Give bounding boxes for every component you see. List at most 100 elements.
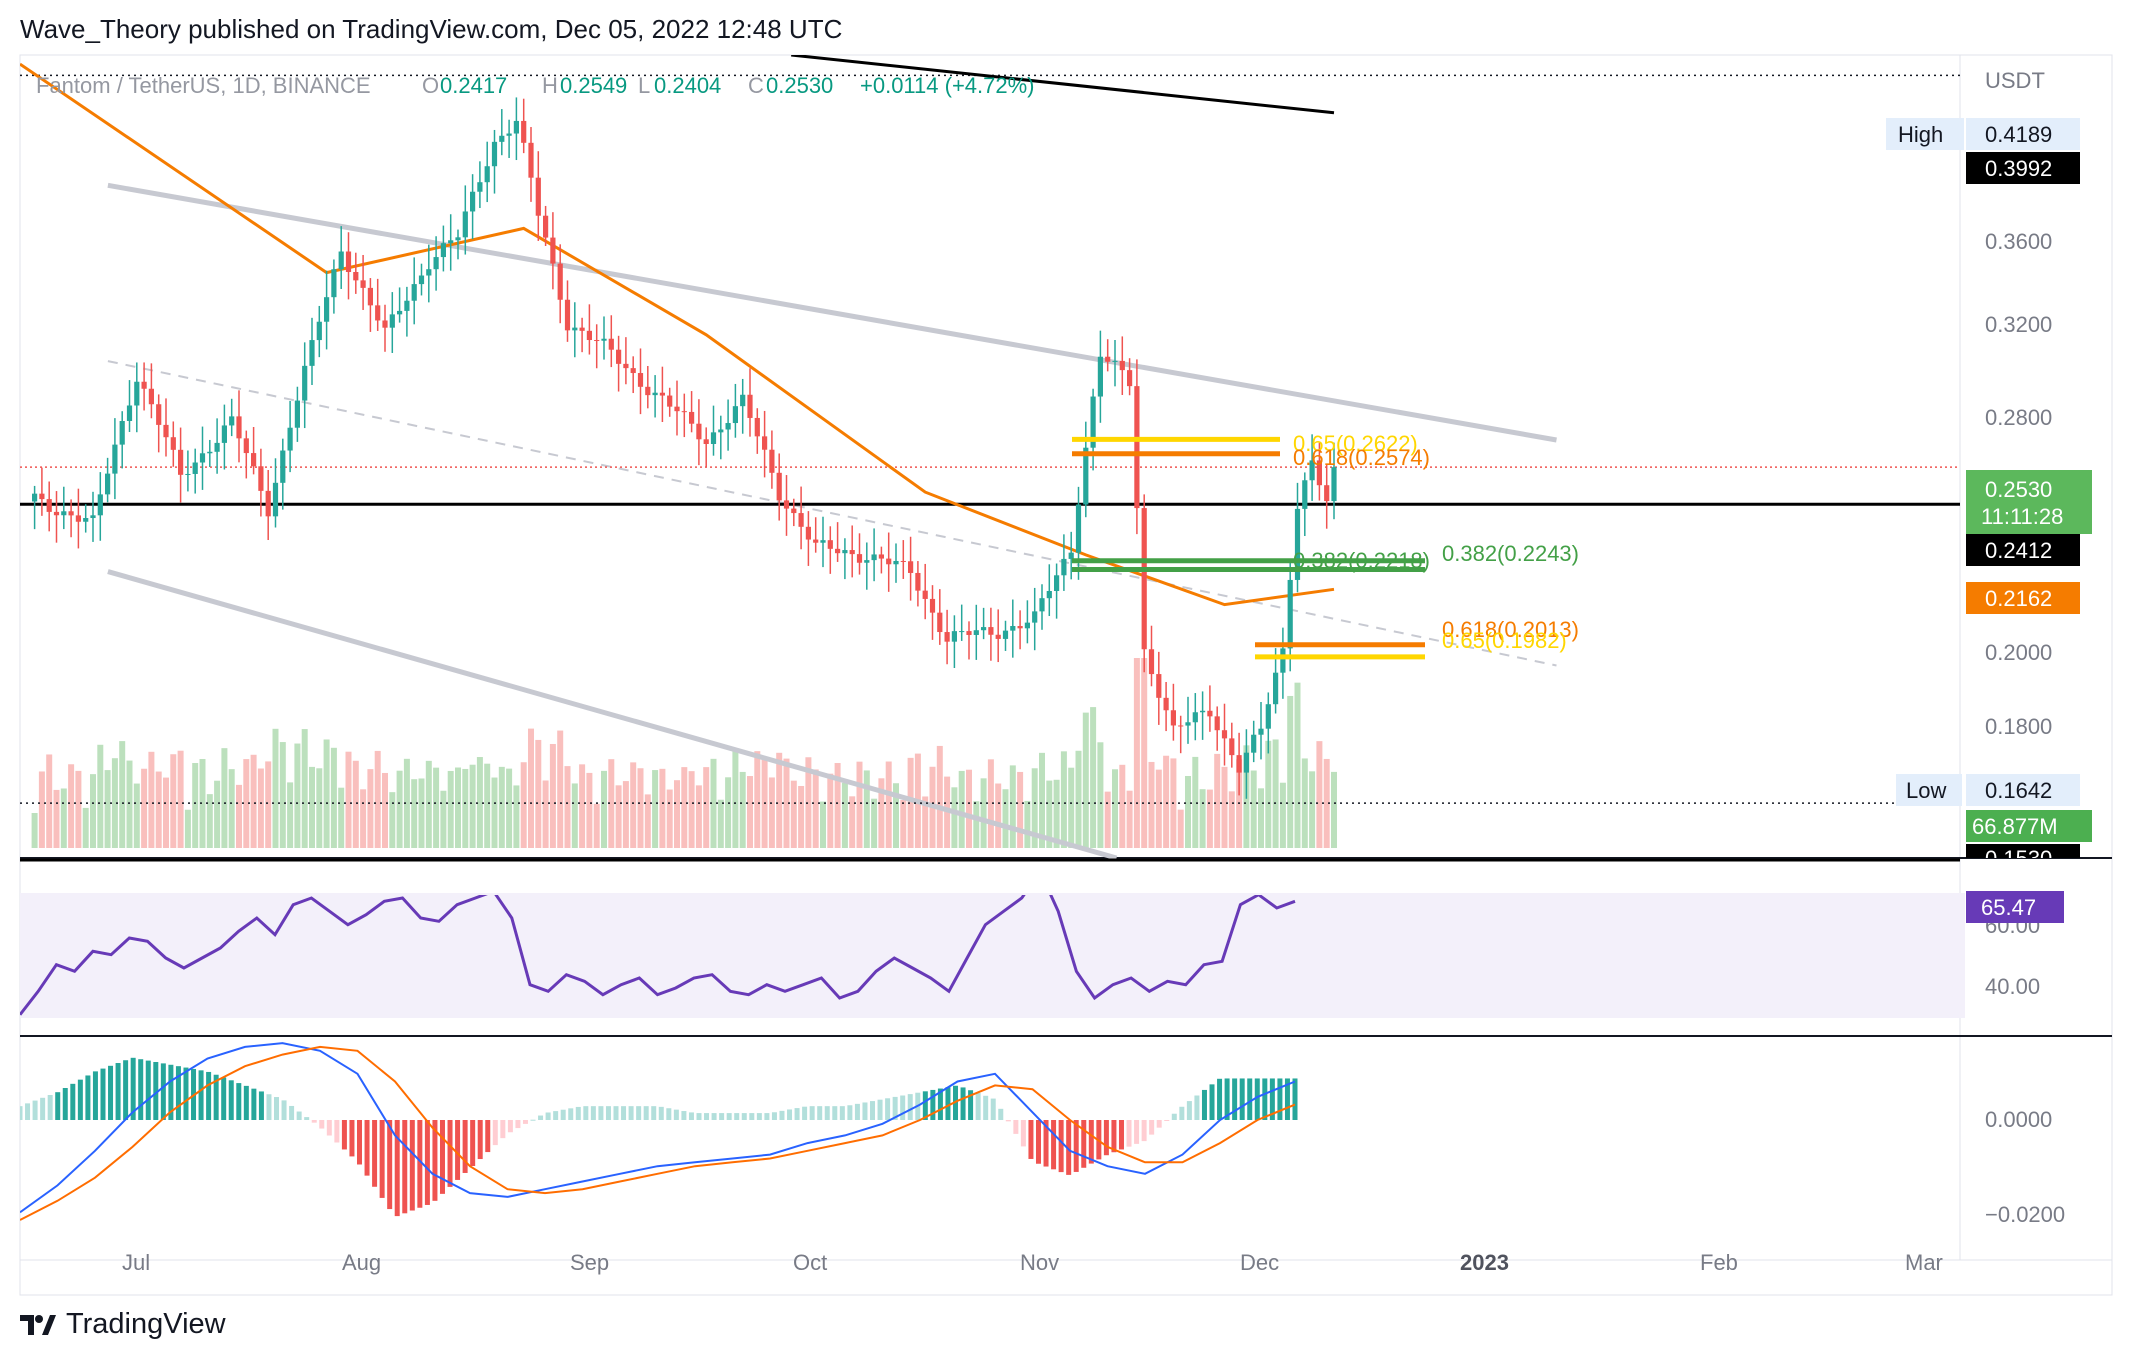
candle-body [652,392,658,396]
macd-histogram-bar [145,1060,151,1120]
volume-bar [257,768,264,848]
macd-histogram-bar [1149,1120,1155,1135]
candle-body [762,436,768,450]
macd-histogram-bar [930,1089,936,1120]
volume-bar [1272,739,1279,848]
candle-body [747,394,753,418]
symbol-label: Fantom / TetherUS, 1D, BINANCE [36,73,371,98]
volume-bar [893,783,899,848]
candle-body [1236,755,1242,773]
footer-brand-label: TradingView [66,1308,226,1340]
candle-body [214,442,220,452]
macd-histogram-bar [907,1094,913,1120]
candle-body [981,627,987,631]
macd-histogram-bar [356,1120,362,1165]
candle-body [105,473,111,495]
footer-brand[interactable]: TradingView [20,1308,226,1341]
macd-histogram-bar [228,1080,234,1120]
macd-histogram-bar [32,1100,38,1120]
volume-bar [1119,764,1126,848]
candle-body [68,511,74,516]
macd-histogram-bar [975,1093,981,1120]
macd-histogram-bar [824,1106,830,1120]
macd-histogram-bar [719,1113,725,1120]
macd-histogram-bar [304,1117,310,1120]
candle-body [324,297,330,322]
candle-body [995,634,1001,639]
candle-body [966,631,972,635]
candle-body [1170,710,1176,726]
volume-bar [345,751,352,848]
low-value: 0.2404 [654,73,721,98]
candle-body [97,494,103,516]
candle-body [878,554,884,559]
candle-body [418,275,425,285]
volume-bar [644,794,651,848]
candle-body [1090,396,1096,448]
volume-bar [46,754,53,848]
fib-labels: 0.65(0.2622) 0.618(0.2574) 0.382(0.2218)… [1293,431,1579,653]
rsi-band [20,893,1965,1018]
price-axis[interactable]: USDT 0.3600 0.3200 0.2800 0.2000 0.1800 [1985,68,2052,739]
candle-body [1302,480,1308,509]
candle-body [1331,467,1337,502]
candles-layer[interactable] [32,97,1337,799]
volume-bar [1148,761,1155,848]
candle-body [126,405,133,422]
macd-histogram-bar [1217,1078,1223,1120]
volume-bar [1046,780,1053,848]
candle-body [1127,370,1133,387]
candle-body [53,511,60,516]
volume-bar [754,751,761,848]
candle-body [185,473,191,475]
channel-layer[interactable] [107,182,1557,860]
time-tick: Feb [1700,1250,1738,1275]
candle-body [732,406,738,424]
macd-histogram-bar [379,1120,385,1198]
fib-label: 0.618(0.2574) [1293,445,1430,470]
macd-histogram-bar [85,1075,91,1120]
macd-histogram-bar [1058,1120,1064,1173]
macd-histogram-bar [983,1095,989,1120]
macd-histogram-bar [424,1120,430,1205]
volume-bar [1104,791,1111,848]
macd-histogram-bar [1262,1078,1268,1120]
candle-body [1156,674,1162,698]
volume-bar [739,771,746,848]
volume-bar [141,768,148,848]
candle-body [1294,508,1301,580]
candle-body [1229,738,1235,756]
volume-bar [476,757,483,848]
volume-bar [1068,767,1075,848]
volume-bar [1126,790,1133,848]
macd-histogram-bar [779,1110,785,1120]
candle-body [908,561,914,573]
horizontal-levels-layer[interactable] [20,74,1960,862]
candle-body [1134,386,1140,509]
time-axis[interactable]: Jul Aug Sep Oct Nov Dec 2023 Feb Mar [122,1250,1943,1275]
candle-body [1316,460,1322,486]
candle-body [1068,552,1074,559]
volume-bar [1141,658,1148,848]
macd-histogram-bar [130,1057,136,1120]
macd-histogram-bar [439,1120,445,1194]
candle-body [1207,710,1213,717]
candle-body [1178,725,1184,727]
macd-histogram-bar [168,1064,174,1120]
price-tick: 0.2000 [1985,640,2052,665]
volume-bar [1133,658,1140,848]
fibonacci-layer[interactable] [1072,436,1425,660]
volume-bar [484,763,491,848]
macd-histogram-bar [115,1063,121,1120]
macd-histogram-bar [1005,1120,1011,1122]
price-badges[interactable]: High 0.4189 0.3992 0.2530 11:11:28 0.241… [1886,118,2092,923]
rsi-axis[interactable]: 60.00 40.00 [1985,913,2040,999]
candle-body [1200,710,1206,713]
candle-body [886,558,892,565]
candle-body [827,540,833,549]
macd-histogram-bar [500,1120,506,1139]
channel-mid-dashed-line [107,360,1557,667]
candle-body [659,392,665,396]
macd-axis[interactable]: 0.0000 −0.0200 [1985,1107,2065,1227]
